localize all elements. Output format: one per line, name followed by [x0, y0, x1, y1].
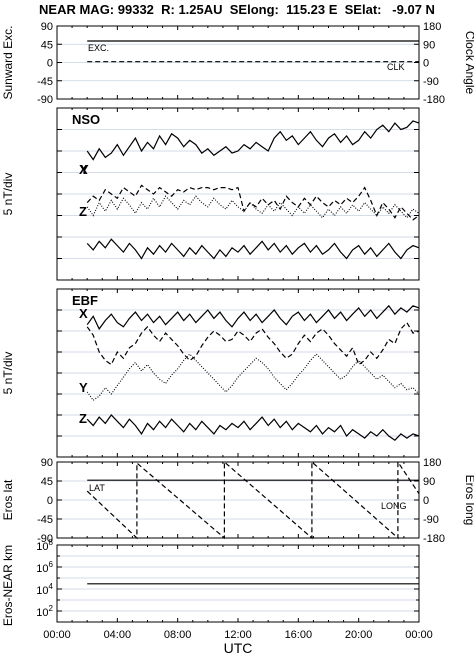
- exc-label: EXC.: [88, 43, 109, 53]
- clk-label: CLK: [387, 62, 405, 72]
- x-tick-label: 20:00: [345, 629, 373, 641]
- y-tick-label: 102: [36, 604, 53, 619]
- y-tick-label-left: 45: [41, 39, 53, 51]
- series-line-long: [86, 460, 420, 540]
- y-tick-label-right: 90: [423, 476, 435, 488]
- y-tick-label-right: 0: [423, 58, 429, 70]
- y-tick-label-left: -90: [37, 533, 53, 545]
- series-line-y-3: [86, 353, 420, 402]
- y-tick-label-left: 90: [41, 21, 53, 33]
- long-label: LONG: [381, 501, 407, 511]
- y-tick-label: 106: [36, 560, 53, 575]
- y-axis-label: 5 nT/div: [1, 352, 15, 395]
- y-tick-label-right: -180: [423, 533, 445, 545]
- series-line-x-1: [86, 304, 420, 331]
- y-axis-label: 5 nT/div: [1, 173, 15, 216]
- panel-label-nso: NSO: [72, 112, 100, 127]
- y-tick-label-left: -45: [37, 76, 53, 88]
- component-label-z: Z: [79, 204, 87, 219]
- x-tick-label: 16:00: [285, 629, 313, 641]
- y-tick-label-left: 0: [47, 495, 53, 507]
- y-axis-label-right: Eros long: [463, 475, 474, 526]
- component-label-x: X: [79, 162, 88, 177]
- y-axis-label-left: Sunward Exc.: [1, 25, 15, 99]
- component-label-z: Z: [79, 411, 87, 426]
- x-tick-label: 12:00: [224, 629, 252, 641]
- lat-label: LAT: [89, 483, 105, 493]
- y-axis-label-left: Eros lat: [1, 479, 15, 520]
- series-line-y-3: [86, 195, 420, 219]
- y-tick-label-left: 0: [47, 58, 53, 70]
- y-tick-label-right: 180: [423, 457, 441, 469]
- y-tick-label-right: -90: [423, 514, 439, 526]
- x-tick-label: 08:00: [164, 629, 192, 641]
- series-line-y-2: [86, 184, 420, 221]
- series-line-y-2: [86, 321, 420, 366]
- y-tick-label-left: -90: [37, 94, 53, 106]
- x-tick-label: 04:00: [104, 629, 132, 641]
- y-tick-label-right: -180: [423, 94, 445, 106]
- y-tick-label-left: 45: [41, 476, 53, 488]
- y-tick-label: 104: [36, 582, 53, 597]
- y-axis-label-right: Clock Angle: [463, 31, 474, 95]
- y-axis-label: Eros-NEAR km: [1, 545, 15, 626]
- series-line-z-4: [86, 238, 420, 260]
- y-tick-label-left: -45: [37, 514, 53, 526]
- y-tick-label-left: 90: [41, 457, 53, 469]
- y-tick-label-right: 180: [423, 21, 441, 33]
- x-axis-label: UTC: [224, 640, 253, 656]
- chart-title: NEAR MAG: 99332 R: 1.25AU SElong: 115.23…: [39, 2, 435, 17]
- series-line-z-4: [86, 414, 420, 441]
- y-tick-label-right: -90: [423, 76, 439, 88]
- x-tick-label: 00:00: [43, 629, 71, 641]
- y-tick-label-right: 90: [423, 39, 435, 51]
- panel-label-ebf: EBF: [72, 293, 98, 308]
- y-tick-label-right: 0: [423, 495, 429, 507]
- component-label-y: Y: [80, 162, 89, 177]
- component-label-y: Y: [79, 380, 88, 395]
- y-tick-label: 108: [36, 538, 53, 553]
- x-tick-label: 00:00: [405, 629, 433, 641]
- series-line-x-1: [86, 120, 420, 161]
- component-label-x: X: [79, 306, 88, 321]
